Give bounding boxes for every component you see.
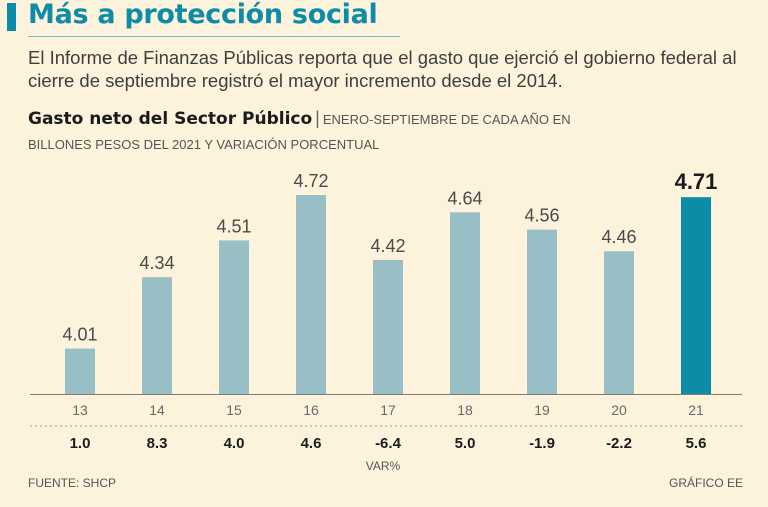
bar-value-label: 4.42	[370, 236, 405, 256]
x-tick-label: 19	[534, 402, 550, 418]
x-tick-label: 21	[688, 402, 704, 418]
headline-underline	[28, 36, 400, 37]
bar-value-label: 4.01	[62, 325, 97, 345]
bar	[681, 197, 711, 394]
bar	[450, 212, 480, 394]
x-tick-label: 14	[149, 402, 165, 418]
variation-value: -2.2	[606, 435, 632, 452]
bar	[142, 277, 172, 394]
bar-value-label: 4.34	[139, 253, 174, 273]
bar-value-label: 4.46	[601, 227, 636, 247]
bar-value-label: 4.56	[524, 206, 559, 226]
variation-value: 4.6	[301, 435, 322, 452]
bar-value-label: 4.51	[216, 216, 251, 236]
x-tick-label: 18	[457, 402, 473, 418]
chart-subtitle-line2: BILLONES PESOS DEL 2021 Y VARIACIÓN PORC…	[28, 137, 380, 152]
variation-value: 5.6	[686, 435, 707, 452]
variation-value: -6.4	[375, 435, 402, 452]
intro-paragraph: El Informe de Finanzas Públicas reporta …	[28, 47, 737, 91]
bar	[373, 259, 403, 394]
bar-value-label: 4.71	[675, 169, 718, 194]
bar	[219, 240, 249, 394]
bar-value-label: 4.72	[293, 171, 328, 191]
variation-value: 8.3	[147, 435, 168, 452]
x-tick-label: 15	[226, 402, 242, 418]
chart-subtitle-line1: ENERO-SEPTIEMBRE DE CADA AÑO EN	[322, 112, 571, 127]
variation-value: 5.0	[455, 435, 476, 452]
x-tick-label: 20	[611, 402, 627, 418]
bar	[296, 195, 326, 394]
chart-title-separator: |	[315, 108, 320, 128]
chart-title-row: Gasto neto del Sector Público | ENERO-SEPT…	[28, 108, 571, 129]
bar	[604, 251, 634, 394]
variation-axis-label: VAR%	[366, 459, 401, 473]
chart-title: Gasto neto del Sector Público	[28, 109, 313, 129]
title-accent-bar	[7, 3, 16, 31]
graphic-credit: GRÁFICO EE	[668, 476, 743, 490]
variation-value: 4.0	[224, 435, 245, 452]
bar-value-label: 4.64	[447, 188, 482, 208]
x-tick-label: 17	[380, 402, 396, 418]
headline: Más a protección social	[28, 0, 378, 30]
variation-value: -1.9	[529, 435, 555, 452]
variation-value: 1.0	[70, 435, 91, 452]
source-note: FUENTE: SHCP	[28, 476, 117, 490]
bar	[65, 348, 95, 394]
x-tick-label: 16	[303, 402, 319, 418]
x-tick-label: 13	[72, 402, 88, 418]
bar	[527, 229, 557, 394]
